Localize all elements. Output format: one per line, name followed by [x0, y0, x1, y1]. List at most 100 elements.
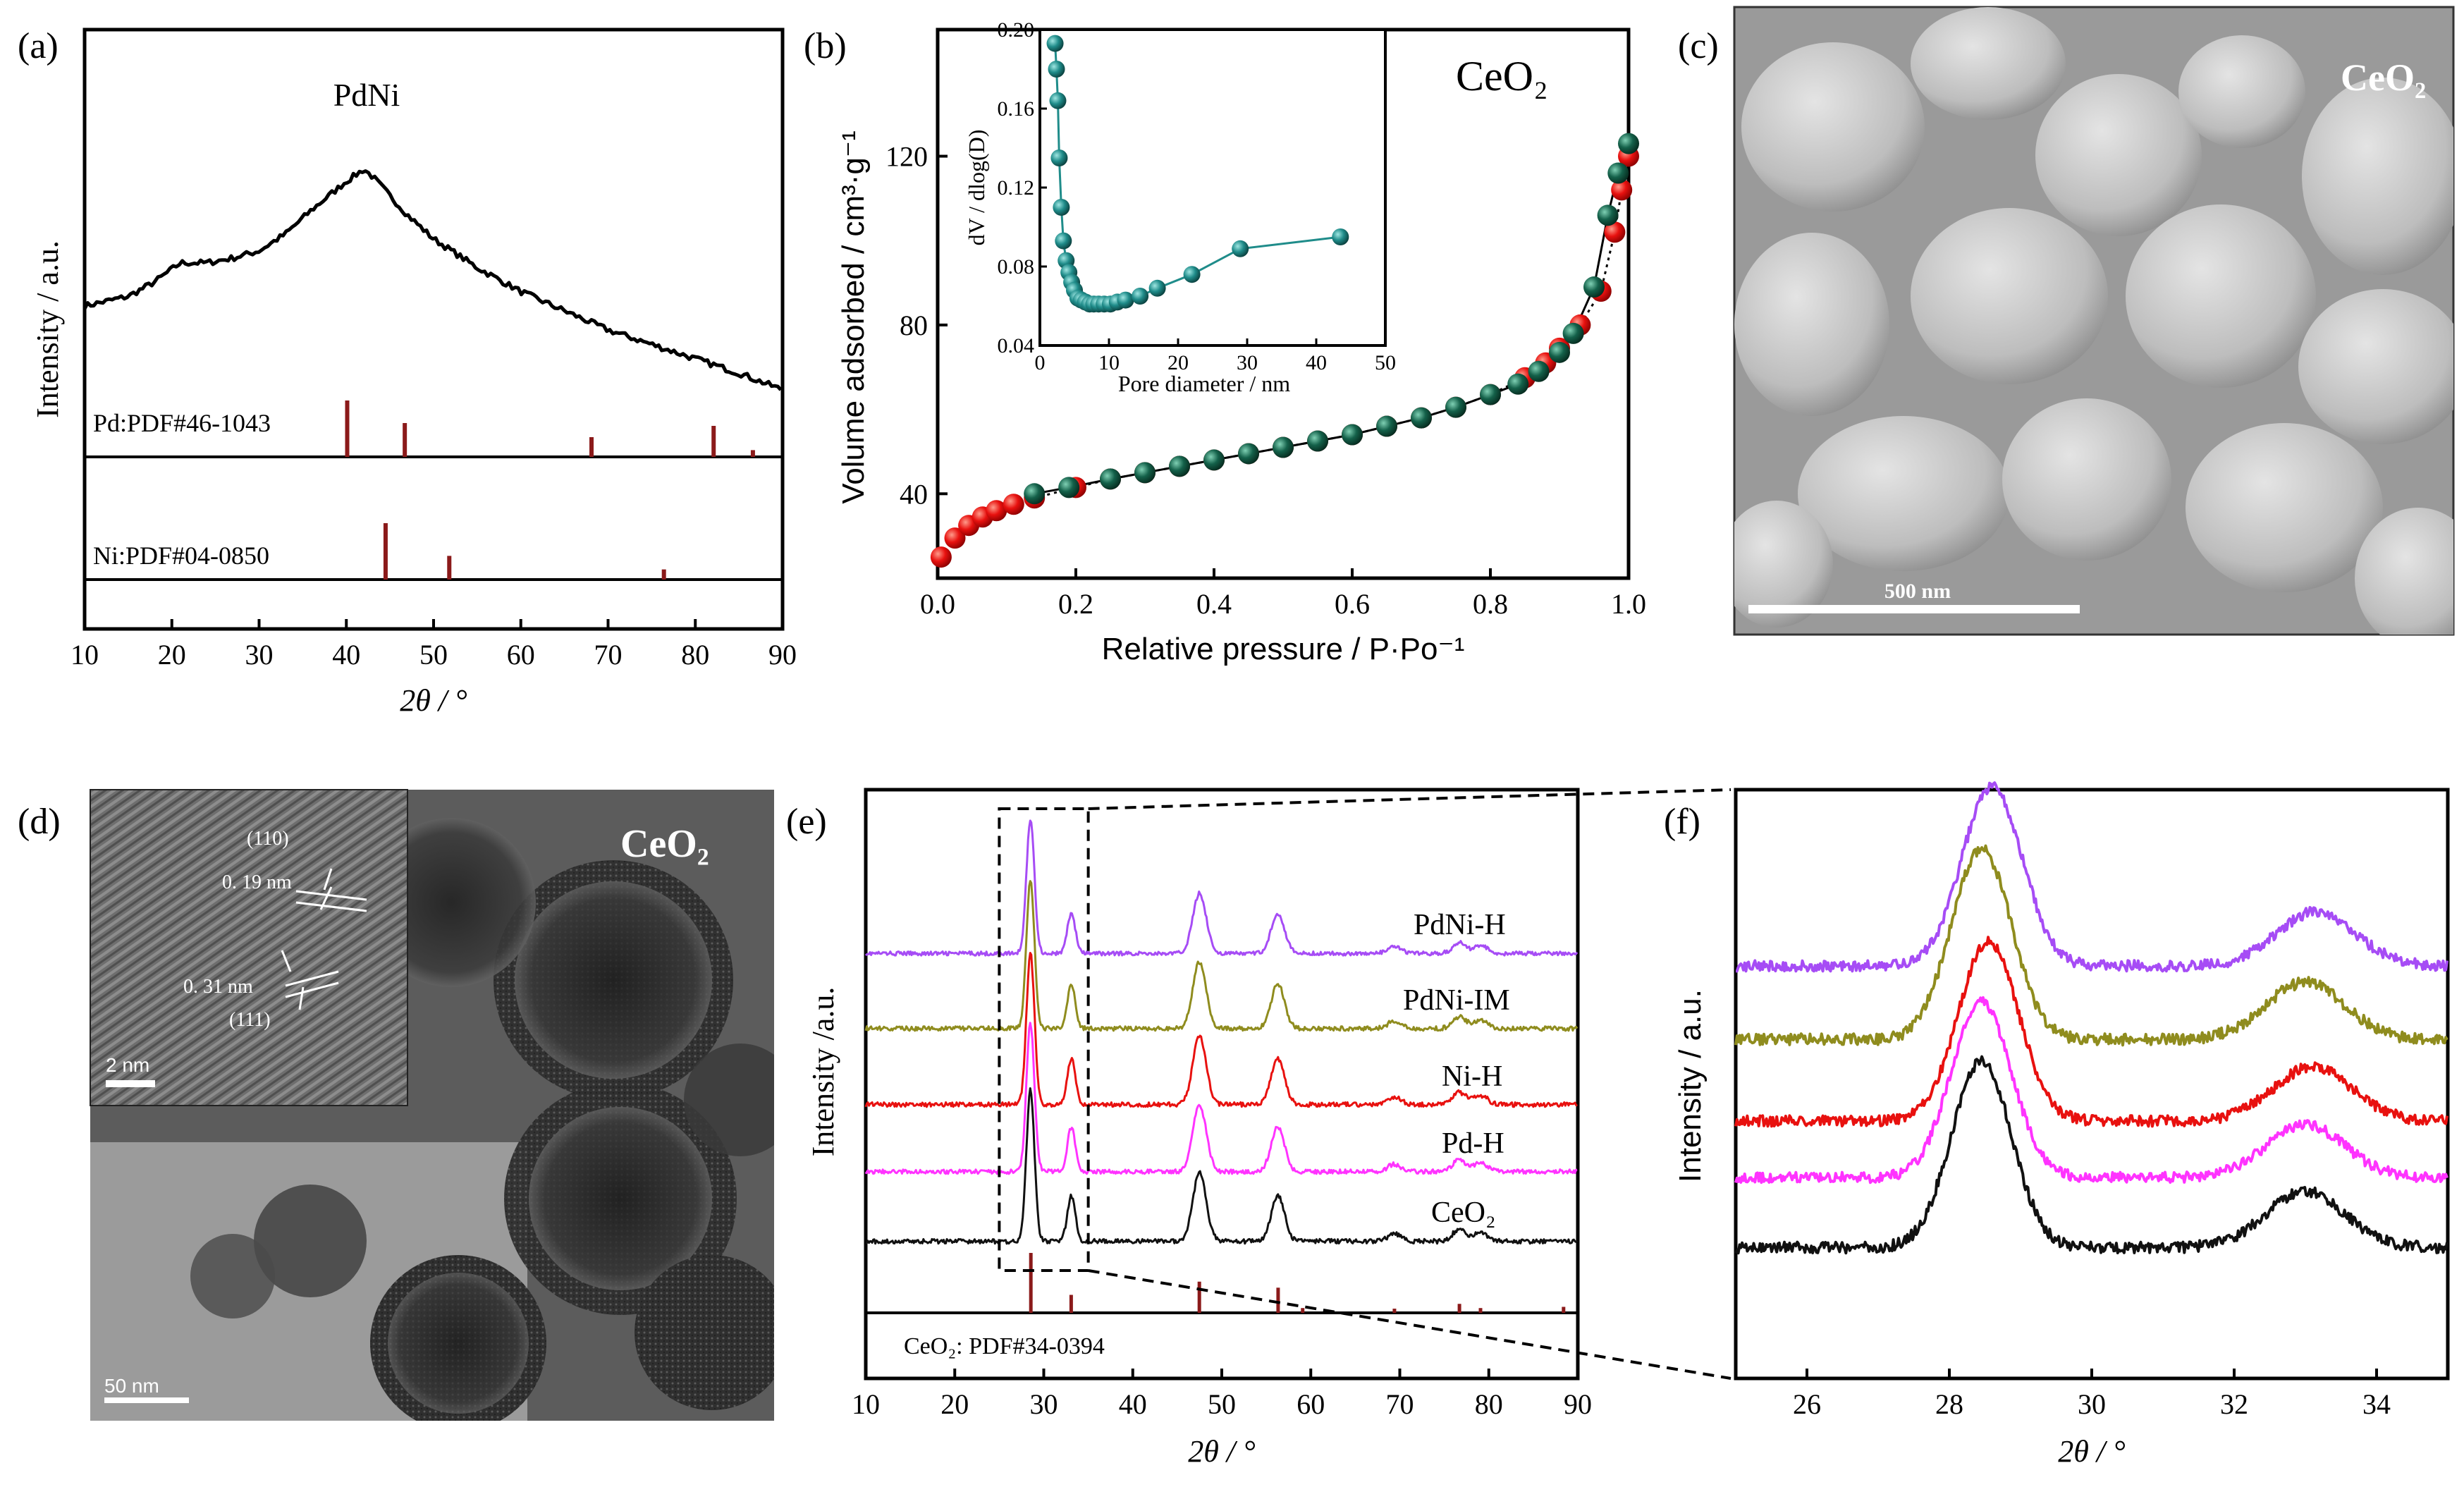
panel-f-xrd-zoom: (f) 26 28 30 32 34 2θ / ° Intensity / a.u.	[1664, 781, 2450, 1469]
inset-point	[1117, 291, 1134, 309]
inset-y-tick-label: 0.12	[998, 176, 1035, 200]
x-axis-f-tick-label: 32	[2220, 1388, 2248, 1420]
x-axis-a-tick-label: 70	[594, 639, 623, 671]
x-axis-label-e: 2θ / °	[1188, 1434, 1255, 1469]
sem-particle	[2126, 204, 2316, 388]
inset-y-tick-label: 0.16	[998, 97, 1035, 121]
desorption-connector	[1034, 143, 1630, 495]
fringe-line-110	[295, 901, 367, 912]
inset-point	[1148, 279, 1166, 297]
chart-title-b: CeO₂	[1456, 53, 1548, 99]
series-label-Pd-H: Pd-H	[1442, 1127, 1504, 1160]
panel-c-sem: (c) CeO₂ 500 nm	[1678, 6, 2455, 636]
ref-label-ceo2: CeO₂: PDF#34-0394	[904, 1333, 1105, 1359]
sem-particle	[2178, 35, 2305, 148]
xrd-series-f	[1734, 781, 2448, 1255]
x-axis-b-tick-label: 0.4	[1196, 588, 1232, 620]
desorption-point	[1607, 162, 1629, 184]
panel-label-d: (d)	[18, 802, 61, 842]
x-axis-a-tick-label: 20	[158, 639, 186, 671]
xrd-line-PdNi-H	[864, 819, 1579, 957]
x-axis-a-tick-label: 80	[681, 639, 709, 671]
inset-series-points	[1046, 35, 1349, 313]
ref-sticks-pd	[345, 400, 755, 457]
inset-x-tick-label: 30	[1237, 351, 1258, 374]
x-axis-a-tick-label: 40	[332, 639, 360, 671]
x-axis-a-tick-label: 30	[245, 639, 274, 671]
desorption-point	[1411, 407, 1432, 429]
x-axis-a-tick-label: 10	[71, 639, 99, 671]
desorption-point	[1618, 133, 1639, 154]
desorption-point	[1307, 430, 1328, 452]
desorption-point	[1583, 276, 1605, 298]
inset-point	[1053, 199, 1070, 216]
sem-particle	[2035, 74, 2202, 236]
x-axis-label-f: 2θ / °	[2058, 1434, 2125, 1469]
hrtem-inset	[90, 789, 408, 1106]
arrow-111-bottom	[298, 986, 305, 1010]
xrd-zoom-line-CeO₂	[1734, 1055, 2448, 1255]
desorption-point	[1134, 462, 1156, 484]
inset-point	[1332, 228, 1349, 245]
plot-frame-a	[82, 27, 785, 631]
x-axis-f-tick-label: 34	[2362, 1388, 2391, 1420]
desorption-point	[1058, 477, 1080, 498]
hrtem-plane-110: (110)	[247, 828, 289, 850]
x-axis-e-tick-label: 40	[1119, 1388, 1147, 1420]
tem-nanosphere	[684, 1044, 774, 1156]
x-axis-e-tick-label: 80	[1475, 1388, 1503, 1420]
sem-material-label: CeO₂	[2341, 56, 2426, 99]
zoom-window-box	[998, 807, 1090, 1272]
tem-scale-bar-label: 50 nm	[104, 1375, 159, 1397]
hrtem-plane-111: (111)	[229, 1009, 271, 1031]
desorption-point	[1507, 373, 1529, 395]
sem-particle	[1734, 501, 1833, 628]
inset-x-tick-label: 20	[1167, 351, 1189, 374]
inset-x-tick-label: 50	[1375, 351, 1396, 374]
sem-particle	[1741, 42, 1925, 212]
sem-scale-bar	[1748, 605, 2080, 613]
panel-e-xrd-samples: (e) PdNi-H PdNi-IM Ni-H Pd-H CeO₂ CeO₂: PDF#…	[786, 788, 1592, 1469]
y-axis-label-e: Intensity /a.u.	[806, 987, 840, 1157]
inset-pore-distribution: 0 10 20 30 40 50 0.04 0.08 0.12 0.16 0.20 Pore dia…	[964, 18, 1396, 396]
panel-label-b: (b)	[804, 26, 847, 66]
series-label-CeO₂: CeO₂	[1431, 1197, 1496, 1229]
sem-particle	[1911, 7, 2066, 120]
x-axis-e-tick-label: 50	[1208, 1388, 1236, 1420]
ref-sticks-ni	[383, 523, 666, 580]
xrd-line-Ni-H	[864, 952, 1578, 1108]
inset-point	[1046, 35, 1064, 52]
adsorption-point	[986, 500, 1007, 522]
desorption-point	[1169, 455, 1190, 477]
series-label-Ni-H: Ni-H	[1442, 1060, 1502, 1093]
y-axis-label-f: Intensity / a.u.	[1673, 989, 1708, 1182]
tem-nanosphere-core	[388, 1273, 529, 1414]
desorption-point	[1203, 449, 1225, 471]
x-axis-b-tick-label: 0.6	[1335, 588, 1370, 620]
ref-sticks-ceo2	[1029, 1253, 1566, 1313]
xrd-line-PdNi-IM	[864, 880, 1579, 1032]
adsorption-point	[1604, 221, 1626, 243]
x-axis-e-tick-label: 90	[1564, 1388, 1592, 1420]
inset-x-tick-label: 10	[1098, 351, 1120, 374]
series-label-PdNi-H: PdNi-H	[1414, 909, 1506, 941]
desorption-point	[1238, 443, 1259, 465]
inset-point	[1232, 240, 1249, 257]
sem-particle	[1798, 416, 2009, 571]
tem-scale-bar	[104, 1397, 189, 1403]
sem-scale-bar-label: 500 nm	[1884, 580, 1951, 603]
x-axis-e-tick-label: 30	[1030, 1388, 1058, 1420]
desorption-point	[1549, 341, 1570, 363]
inset-point	[1132, 288, 1149, 305]
desorption-point	[1273, 436, 1294, 458]
x-axis-f-tick-label: 26	[1793, 1388, 1821, 1420]
desorption-point	[1528, 360, 1550, 382]
tem-nanosphere-core	[529, 1107, 712, 1290]
hrtem-scale-bar-label: 2 nm	[106, 1054, 149, 1076]
y-axis-b-tick-label: 120	[885, 141, 928, 173]
sem-particle	[2355, 508, 2453, 635]
sem-particle	[2186, 423, 2383, 592]
x-axis-ticks-f: 26 28 30 32 34	[1793, 1369, 2391, 1420]
tem-aggregate	[190, 1234, 275, 1318]
adsorption-point	[944, 527, 966, 549]
